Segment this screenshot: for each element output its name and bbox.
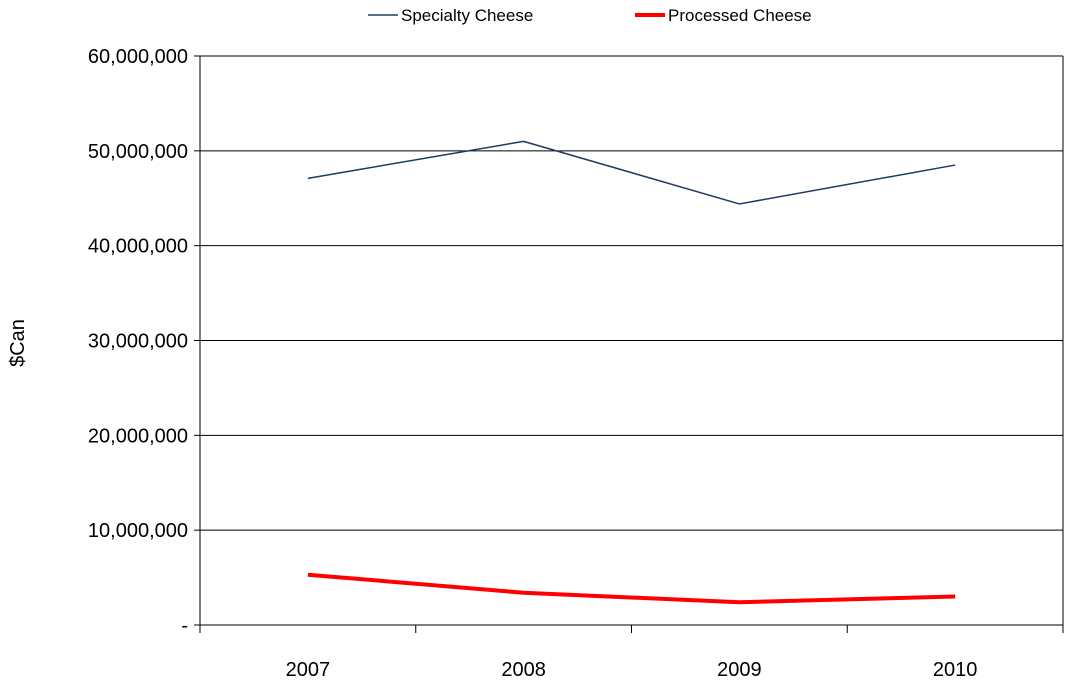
gridlines — [200, 55, 1063, 626]
legend: Specialty Cheese Processed Cheese — [368, 6, 812, 25]
x-tick-label: 2008 — [501, 659, 546, 681]
y-tick-label: 60,000,000 — [88, 46, 188, 68]
series-lines — [307, 140, 956, 605]
x-tick-label: 2007 — [286, 659, 331, 681]
x-tick-label: 2009 — [717, 659, 762, 681]
x-tick-label: 2010 — [933, 659, 978, 681]
y-tick-label: - — [181, 615, 188, 637]
y-axis-title: $Can — [7, 319, 29, 367]
y-tick-label: 50,000,000 — [88, 141, 188, 163]
series-line-processed-cheese — [307, 572, 956, 605]
y-tick-label: 40,000,000 — [88, 236, 188, 258]
y-tick-label: 20,000,000 — [88, 425, 188, 447]
y-axis-ticks: - 10,000,000 20,000,000 30,000,000 40,000,00… — [88, 46, 200, 637]
series-line-specialty-cheese — [307, 140, 956, 205]
y-tick-label: 30,000,000 — [88, 331, 188, 353]
y-tick-label: 10,000,000 — [88, 520, 188, 542]
legend-label: Processed Cheese — [668, 6, 812, 25]
x-axis-ticks: 2007 2008 2009 2010 — [199, 625, 1064, 681]
legend-label: Specialty Cheese — [401, 6, 533, 25]
